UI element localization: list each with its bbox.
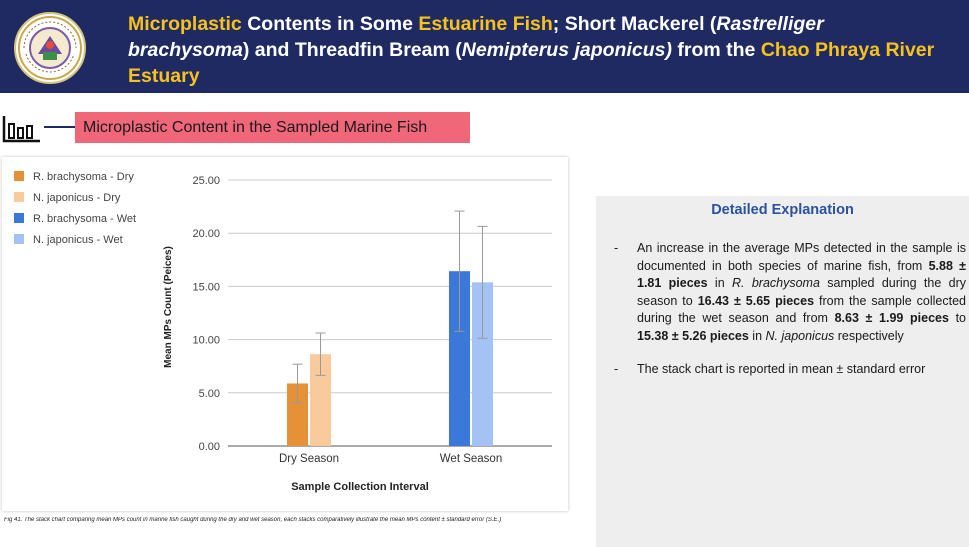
bullet-text: in (748, 328, 766, 343)
bullet-text: respectively (834, 328, 904, 343)
bar-chart: 0.00 5.00 10.00 15.00 20.00 25.00 Dry Season We… (14, 171, 552, 493)
title-segment: Rastrelliger brachysoma (128, 13, 824, 61)
figure-caption: Fig 41. The stack chart comparing mean M… (4, 517, 502, 523)
bar-chart-icon (2, 114, 42, 144)
legend-swatch (14, 234, 24, 244)
bullet-text: 16.43 ± 5.65 pieces (697, 293, 815, 308)
explanation-list: An increase in the average MPs detected … (614, 240, 966, 395)
legend-swatch (14, 192, 24, 202)
title-segment: Microplastic (128, 13, 242, 35)
y-tick-label: 20.00 (192, 228, 220, 240)
legend-label: N. japonicus - Wet (33, 234, 123, 246)
bullet-text: The stack chart is reported in mean ± st… (637, 362, 926, 376)
chart-card: 0.00 5.00 10.00 15.00 20.00 25.00 Dry Season We… (2, 157, 568, 511)
y-tick-label: 15.00 (192, 281, 220, 293)
bullet-text: 5.88 ± 1.81 pieces (637, 258, 966, 291)
x-tick-label: Wet Season (440, 453, 502, 465)
legend-label: N. japonicus - Dry (33, 192, 121, 204)
title-segment: Chao Phraya River Estuary (128, 39, 935, 87)
title-segment: Estuarine Fish (418, 13, 553, 35)
bar (310, 354, 331, 446)
legend-swatch (14, 213, 24, 223)
y-tick-label: 0.00 (199, 441, 220, 453)
bullet-text: R. brachysoma (732, 276, 820, 290)
y-axis-title: Mean MPs Count (Peices) (163, 246, 174, 368)
bullet-text: 8.63 ± 1.99 pieces (834, 311, 949, 325)
bar (287, 383, 308, 446)
explanation-bullet: The stack chart is reported in mean ± st… (614, 361, 966, 379)
bullet-text: N. japonicus (765, 328, 835, 343)
section-connector-line (44, 126, 76, 128)
header-banner: Microplastic Contents in Some Estuarine … (0, 0, 969, 93)
legend-swatch (14, 171, 24, 181)
explanation-bullet: An increase in the average MPs detected … (614, 240, 966, 345)
y-tick-label: 5.00 (199, 388, 220, 400)
bar (472, 282, 493, 446)
title-segment: from the (671, 39, 761, 61)
bar (449, 271, 470, 446)
university-seal-logo (14, 12, 86, 84)
bullet-text: An increase in the average MPs detected … (637, 241, 966, 273)
section-heading: Microplastic Content in the Sampled Mari… (75, 112, 470, 143)
title-segment: Nemipterus japonicus) (461, 39, 672, 61)
explanation-heading: Detailed Explanation (711, 202, 854, 218)
x-axis-title: Sample Collection Interval (291, 481, 429, 493)
bullet-text: 15.38 ± 5.26 pieces (637, 328, 749, 343)
title-segment: ) and Threadfin Bream ( (242, 39, 462, 61)
bullet-text: from the sample collected during the wet… (637, 293, 966, 326)
bullet-text: sampled during the dry season to (637, 276, 966, 308)
bullet-text: to (948, 311, 967, 325)
seal-graphic (18, 16, 82, 80)
x-tick-label: Dry Season (279, 453, 339, 465)
explanation-panel: Detailed Explanation An increase in the … (596, 196, 969, 547)
y-tick-label: 10.00 (192, 335, 220, 347)
title-segment: ; Short Mackerel ( (552, 13, 717, 35)
y-tick-label: 25.00 (192, 175, 220, 187)
bullet-text: in (707, 276, 732, 290)
legend-label: R. brachysoma - Wet (33, 213, 136, 225)
title-segment: Contents in Some (241, 13, 419, 35)
page-title: Microplastic Contents in Some Estuarine … (128, 11, 948, 89)
legend-label: R. brachysoma - Dry (33, 171, 134, 183)
